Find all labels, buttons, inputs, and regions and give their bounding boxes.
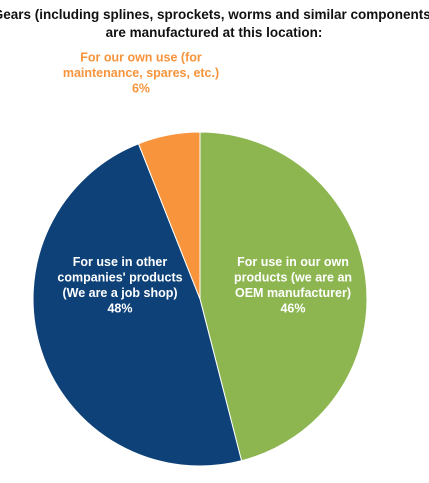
pie-slice-label-line-1-1: companies' products bbox=[57, 270, 182, 284]
pie-slice-label-line-1-2: (We are a job shop) bbox=[62, 286, 177, 300]
pie-slice-label-1: For use in other companies' products (We a… bbox=[57, 255, 182, 316]
pie-slice-label-line-0-1: products (we are an bbox=[234, 270, 352, 284]
chart-title: Gears (including splines, sprockets, wor… bbox=[0, 7, 429, 40]
pie-slice-label-0: For use in our own products (we are an OEM… bbox=[234, 255, 352, 316]
pie-slice-label-line-0-0: For use in our own bbox=[237, 255, 349, 269]
pie-slice-label-line-2-1: maintenance, spares, etc.) bbox=[63, 66, 219, 80]
pie-slice-0 bbox=[199, 131, 368, 462]
chart-title-line-1: Gears (including splines, sprockets, wor… bbox=[0, 7, 429, 22]
pie-slice-value-0: 46% bbox=[280, 301, 305, 315]
pie-slice-label-line-0-2: OEM manufacturer) bbox=[235, 286, 351, 300]
pie-slice-1 bbox=[32, 143, 243, 467]
chart-title-line-2: are manufactured at this location: bbox=[106, 25, 323, 40]
pie-slices bbox=[32, 131, 368, 467]
pie-labels: For use in our own products (we are an OEM… bbox=[57, 51, 352, 316]
pie-slice-value-1: 48% bbox=[107, 301, 132, 315]
pie-slice-label-line-1-0: For use in other bbox=[73, 255, 168, 269]
pie-slice-2 bbox=[137, 131, 201, 300]
pie-slice-label-line-2-0: For our own use (for bbox=[80, 51, 202, 65]
pie-slice-label-2: For our own use (for maintenance, spares,… bbox=[63, 51, 219, 96]
pie-slice-value-2: 6% bbox=[132, 82, 150, 96]
